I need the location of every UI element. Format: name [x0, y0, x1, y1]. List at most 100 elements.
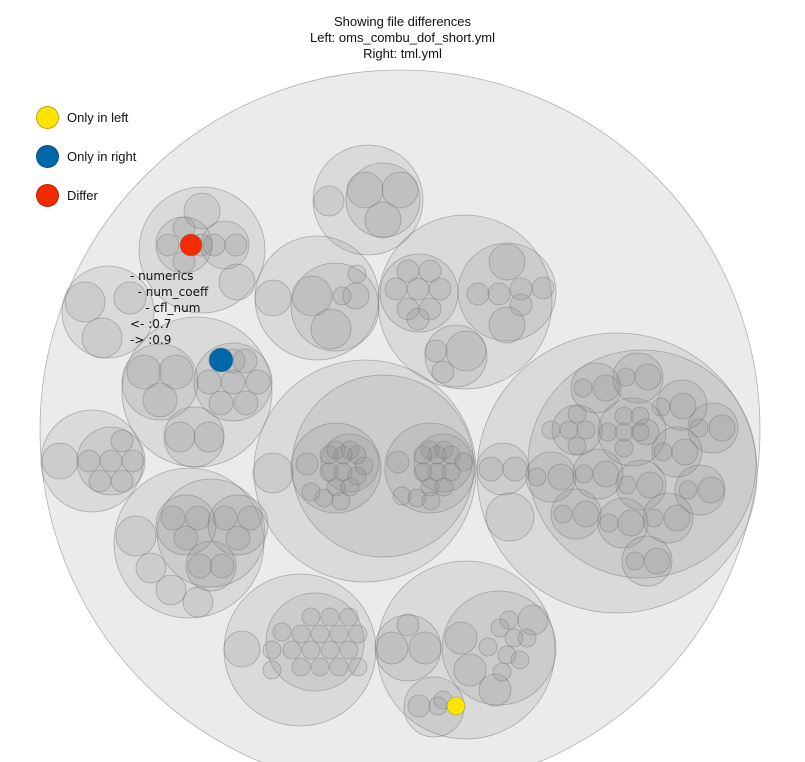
pack-leaf-node[interactable] — [155, 574, 187, 606]
pack-leaf-node[interactable] — [418, 297, 442, 321]
pack-leaf-node[interactable] — [291, 275, 333, 317]
pack-leaf-node[interactable] — [282, 640, 302, 660]
pack-leaf-node[interactable] — [634, 363, 662, 391]
pack-leaf-node[interactable] — [320, 640, 340, 660]
pack-leaf-node[interactable] — [598, 422, 618, 442]
pack-leaf-node[interactable] — [636, 471, 664, 499]
pack-leaf-node[interactable] — [392, 486, 412, 506]
pack-leaf-node[interactable] — [64, 281, 106, 323]
only-in-left-node[interactable] — [446, 696, 466, 716]
pack-leaf-node[interactable] — [510, 650, 530, 670]
pack-leaf-node[interactable] — [193, 421, 225, 453]
pack-leaf-node[interactable] — [517, 628, 537, 648]
pack-group-node[interactable] — [377, 214, 553, 390]
pack-leaf-node[interactable] — [254, 279, 292, 317]
pack-leaf-node[interactable] — [424, 339, 448, 363]
pack-leaf-node[interactable] — [158, 354, 194, 390]
pack-leaf-node[interactable] — [663, 504, 691, 532]
pack-leaf-node[interactable] — [218, 263, 256, 301]
pack-leaf-node[interactable] — [326, 477, 346, 497]
pack-group-node[interactable] — [207, 494, 269, 556]
pack-group-node[interactable] — [253, 359, 477, 583]
pack-leaf-node[interactable] — [291, 624, 311, 644]
pack-leaf-node[interactable] — [262, 660, 282, 680]
pack-leaf-node[interactable] — [541, 420, 561, 440]
pack-leaf-node[interactable] — [354, 456, 374, 476]
pack-leaf-node[interactable] — [310, 657, 330, 677]
pack-leaf-node[interactable] — [407, 488, 427, 508]
pack-leaf-node[interactable] — [156, 233, 180, 257]
pack-leaf-node[interactable] — [326, 440, 346, 460]
pack-leaf-node[interactable] — [625, 551, 645, 571]
only-in-right-node[interactable] — [208, 347, 234, 373]
pack-leaf-node[interactable] — [320, 607, 340, 627]
pack-leaf-node[interactable] — [617, 509, 645, 537]
pack-leaf-node[interactable] — [252, 452, 294, 494]
pack-leaf-node[interactable] — [567, 404, 587, 424]
pack-leaf-node[interactable] — [420, 440, 440, 460]
pack-leaf-node[interactable] — [88, 469, 112, 493]
pack-leaf-node[interactable] — [347, 445, 367, 465]
pack-leaf-node[interactable] — [502, 456, 528, 482]
pack-leaf-node[interactable] — [413, 445, 433, 465]
pack-leaf-node[interactable] — [224, 233, 248, 257]
pack-leaf-node[interactable] — [406, 307, 430, 331]
pack-leaf-node[interactable] — [375, 631, 409, 665]
pack-leaf-node[interactable] — [592, 460, 620, 488]
pack-leaf-node[interactable] — [478, 673, 512, 707]
pack-leaf-node[interactable] — [113, 281, 147, 315]
pack-leaf-node[interactable] — [488, 306, 526, 344]
pack-leaf-node[interactable] — [262, 640, 282, 660]
pack-leaf-node[interactable] — [347, 466, 367, 486]
pack-leaf-node[interactable] — [331, 491, 351, 511]
pack-leaf-node[interactable] — [573, 378, 593, 398]
pack-leaf-node[interactable] — [245, 369, 271, 395]
pack-leaf-node[interactable] — [386, 450, 410, 474]
pack-leaf-node[interactable] — [632, 418, 660, 446]
pack-leaf-node[interactable] — [547, 463, 575, 491]
pack-leaf-node[interactable] — [599, 513, 619, 533]
pack-leaf-node[interactable] — [310, 624, 330, 644]
pack-leaf-node[interactable] — [567, 436, 587, 456]
pack-group-node[interactable] — [345, 162, 421, 238]
pack-leaf-node[interactable] — [671, 438, 699, 466]
pack-leaf-node[interactable] — [329, 624, 349, 644]
pack-leaf-node[interactable] — [497, 645, 517, 665]
pack-leaf-node[interactable] — [574, 464, 594, 484]
pack-leaf-node[interactable] — [329, 657, 349, 677]
pack-leaf-node[interactable] — [466, 282, 490, 306]
pack-leaf-node[interactable] — [291, 657, 311, 677]
pack-leaf-node[interactable] — [445, 330, 487, 372]
pack-leaf-node[interactable] — [444, 621, 478, 655]
pack-leaf-node[interactable] — [708, 414, 736, 442]
pack-leaf-node[interactable] — [431, 360, 455, 384]
pack-group-node[interactable] — [656, 379, 708, 431]
pack-leaf-node[interactable] — [347, 264, 367, 284]
pack-leaf-node[interactable] — [202, 233, 226, 257]
pack-leaf-node[interactable] — [142, 382, 178, 418]
pack-group-node[interactable] — [185, 540, 237, 592]
pack-leaf-node[interactable] — [77, 449, 101, 473]
pack-leaf-node[interactable] — [490, 618, 510, 638]
pack-leaf-node[interactable] — [99, 449, 123, 473]
pack-leaf-node[interactable] — [332, 286, 352, 306]
pack-leaf-node[interactable] — [527, 467, 547, 487]
pack-leaf-node[interactable] — [319, 445, 339, 465]
pack-leaf-node[interactable] — [209, 553, 235, 579]
pack-leaf-node[interactable] — [509, 293, 533, 317]
pack-leaf-node[interactable] — [110, 469, 134, 493]
pack-leaf-node[interactable] — [187, 553, 213, 579]
pack-leaf-node[interactable] — [310, 308, 352, 350]
pack-leaf-node[interactable] — [576, 420, 596, 440]
pack-leaf-node[interactable] — [434, 440, 454, 460]
pack-leaf-node[interactable] — [396, 613, 420, 637]
pack-leaf-node[interactable] — [196, 369, 222, 395]
pack-leaf-node[interactable] — [183, 192, 221, 230]
pack-leaf-node[interactable] — [346, 171, 384, 209]
pack-leaf-node[interactable] — [630, 406, 650, 426]
pack-group-node[interactable] — [612, 352, 664, 404]
pack-leaf-node[interactable] — [454, 452, 474, 472]
pack-group-node[interactable] — [441, 590, 557, 706]
pack-leaf-node[interactable] — [531, 276, 555, 300]
pack-leaf-node[interactable] — [553, 504, 573, 524]
